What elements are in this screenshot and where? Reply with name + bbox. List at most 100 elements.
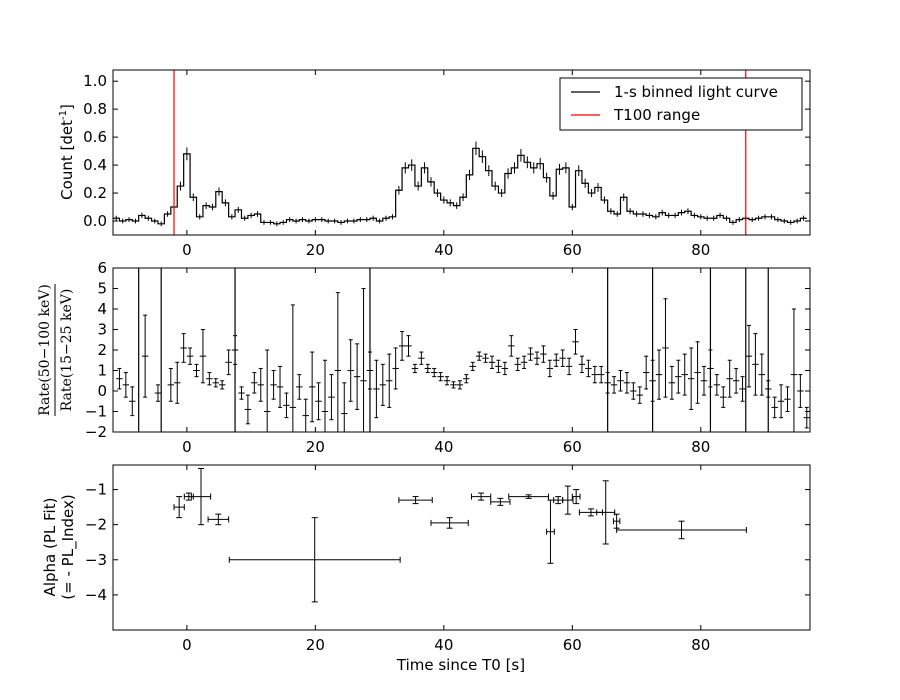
hardness-ratio-point [720,386,727,408]
pl-index-ylabel-line2: (= - PL_Index) [59,494,78,599]
y-tick-label: −2 [85,423,107,441]
hardness-ratio-panel: 0 20 40 60 80 −2 −1 0 1 2 3 4 5 6 Rate(50−100 keV) Ra… [37,259,811,456]
hardness-ratio-point [251,372,258,394]
y-tick-label: −4 [85,586,107,604]
hardness-ratio-point [617,370,624,392]
hardness-ratio-point [379,363,387,406]
hardness-ratio-ylabel-numerator: Rate(50−100 keV) [37,284,53,416]
y-tick-label: −3 [85,551,107,569]
y-tick-label: 0.6 [83,128,107,146]
hardness-ratio-point [520,355,528,369]
hardness-ratio-point [630,382,637,400]
pl-index-point [207,513,230,526]
pl-index-point [398,496,433,505]
pl-index-point [470,492,492,501]
hardness-ratio-point [546,359,554,378]
pl-index-point [578,508,604,517]
hardness-ratio-point [694,341,701,404]
hardness-ratio-point [366,351,374,390]
hardness-ratio-point [212,378,219,388]
hardness-ratio-point [218,380,226,390]
hardness-ratio-point [334,292,342,432]
pl-index-point [616,520,747,540]
pl-index-point [228,517,401,603]
x-tick-label: 20 [306,438,325,456]
y-tick-label: 0 [97,382,107,400]
hardness-ratio-point [642,355,650,390]
hardness-ratio-point [328,374,335,421]
hardness-ratio-point [707,349,714,388]
legend-label-light-curve: 1-s binned light curve [614,83,778,101]
hardness-ratio-point [713,374,721,396]
hardness-ratio-point [296,374,303,400]
pl-index-point [546,499,555,564]
hardness-ratio-point [572,329,579,355]
hardness-ratio-point [430,367,438,378]
y-tick-label: 0.8 [83,100,107,118]
pl-index-point [571,489,581,505]
hardness-ratio-point [424,363,431,374]
hardness-ratio-point [726,359,733,398]
hardness-ratio-point [675,359,682,394]
hardness-ratio-point [437,372,444,382]
hardness-ratio-point [649,359,656,402]
hardness-ratio-point [777,384,785,419]
hardness-ratio-point [797,374,804,408]
hardness-ratio-point [553,353,560,367]
hardness-ratio-point [450,381,457,389]
y-tick-label: 6 [97,259,107,277]
hardness-ratio-point [341,382,348,432]
hardness-ratio-point [784,386,791,412]
hardness-ratio-point [199,329,207,384]
hardness-ratio-point [116,367,123,390]
hardness-ratio-point [154,384,162,402]
x-tick-label: 0 [182,636,192,654]
hardness-ratio-point [180,333,187,363]
x-tick-label: 60 [563,636,582,654]
hardness-ratio-point [193,363,200,378]
hardness-ratio-point [315,382,322,421]
hardness-ratio-ylabel: Rate(50−100 keV) Rate(15−25 keV) [37,284,75,416]
y-tick-label: 0.4 [83,156,107,174]
x-tick-label: 60 [563,438,582,456]
pl-index-point [173,496,185,519]
pl-index-point [612,513,621,529]
hardness-ratio-point [623,372,631,394]
hardness-ratio-point [405,335,412,357]
pl-index-ylabel: Alpha (PL Fit) [41,498,59,597]
hardness-ratio-point [803,406,810,429]
hardness-ratio-point [604,372,611,394]
y-tick-label: 0.0 [83,212,107,230]
hardness-ratio-point [347,339,354,402]
light-curve-ylabel: Count [det-1] [58,104,76,200]
legend: 1-s binned light curve T100 range [559,77,803,131]
x-tick-label: 80 [691,438,710,456]
hardness-ratio-point [238,386,245,400]
x-tick-label: 40 [434,241,453,259]
hardness-ratio-point [482,353,489,363]
hardness-ratio-point [302,398,309,432]
hardness-ratio-point [527,347,534,361]
pl-index-point [508,493,550,500]
hardness-ratio-point [681,353,688,396]
hardness-ratio-point [469,361,476,371]
y-tick-label: 1.0 [83,72,107,90]
hardness-ratio-point [501,361,509,376]
x-tick-label: 0 [182,241,192,259]
hardness-ratio-point [373,359,380,419]
hardness-ratio-point [289,304,297,432]
hardness-ratio-point [771,396,778,419]
hardness-ratio-point [591,365,599,384]
x-tick-label: 60 [563,241,582,259]
hardness-ratio-point [321,359,329,432]
hardness-ratio-point [263,349,271,432]
hardness-ratio-point [244,394,252,425]
hardness-ratio-point [231,335,239,365]
hardness-ratio-point [758,353,766,396]
x-tick-label: 20 [306,241,325,259]
hardness-ratio-ylabel-denominator: Rate(15−25 keV) [59,289,75,412]
xlabel: Time since T0 [s] [396,656,525,674]
x-tick-label: 40 [434,636,453,654]
y-tick-label: 2 [97,341,107,359]
hardness-ratio-point [141,314,149,398]
